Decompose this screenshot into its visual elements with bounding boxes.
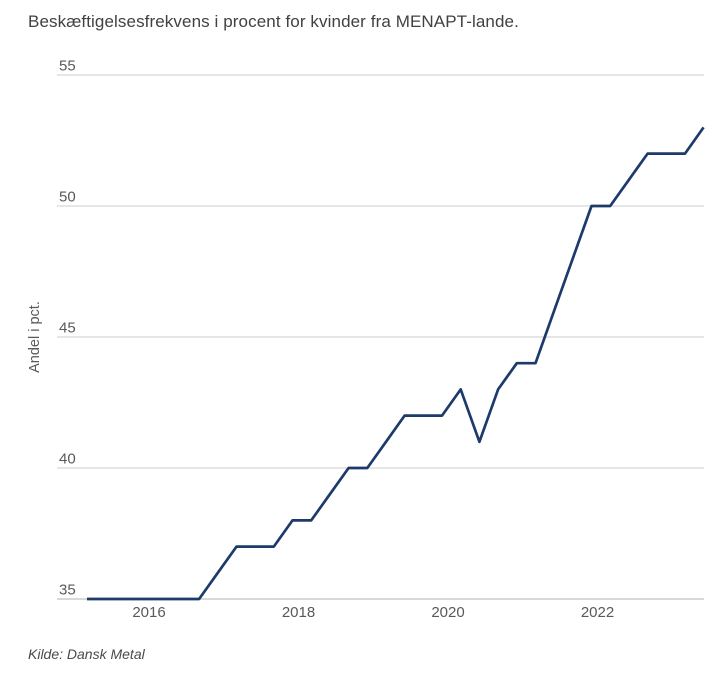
y-tick-label-50: 50 (59, 189, 76, 206)
x-tick-label-2016: 2016 (132, 604, 165, 621)
x-tick-label-2020: 2020 (431, 604, 464, 621)
y-tick-label-40: 40 (59, 451, 76, 468)
y-axis-tick-labels: 35 40 45 50 55 (59, 58, 76, 599)
y-tick-label-45: 45 (59, 320, 76, 337)
x-tick-label-2022: 2022 (581, 604, 614, 621)
y-axis-title: Andel i pct. (27, 301, 43, 373)
x-axis-tick-labels: 2016 2018 2020 2022 (132, 604, 614, 621)
gridlines (57, 74, 704, 600)
y-tick-label-35: 35 (59, 582, 76, 599)
source-note: Kilde: Dansk Metal (28, 646, 145, 662)
trend-line-group (87, 126, 705, 601)
x-tick-label-2018: 2018 (282, 604, 315, 621)
y-tick-label-55: 55 (59, 58, 76, 75)
trend-line (87, 126, 705, 601)
chart-title: Beskæftigelsesfrekvens i procent for kvi… (28, 12, 519, 31)
